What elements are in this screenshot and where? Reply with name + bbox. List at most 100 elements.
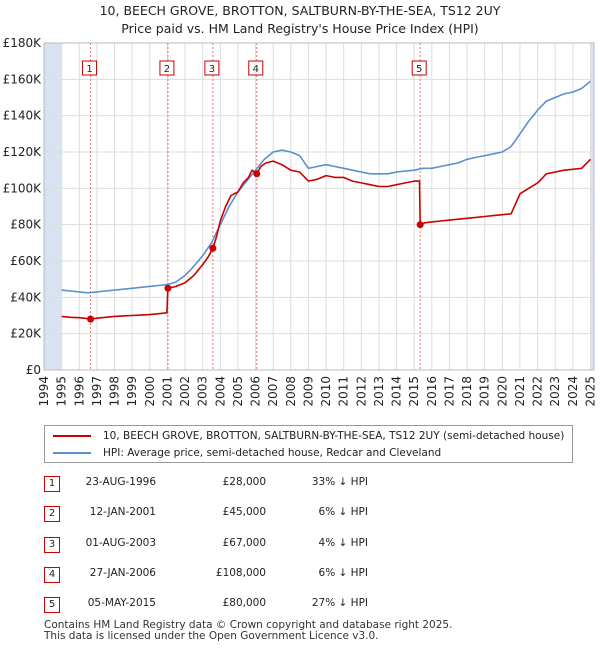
sale-number-badge: 1 xyxy=(44,476,60,492)
property-series-line xyxy=(61,158,592,320)
sale-hpi-diff: 27% ↓ HPI xyxy=(311,597,368,609)
sale-label-box xyxy=(159,60,175,76)
x-tick-label: 2015 xyxy=(407,376,421,407)
sale-date: 23-AUG-1996 xyxy=(85,476,156,488)
hpi-series-line xyxy=(61,80,592,294)
legend-label-hpi: HPI: Average price, semi-detached house,… xyxy=(103,447,442,459)
x-tick-label: 2022 xyxy=(531,376,545,407)
x-tick-label: 2020 xyxy=(495,376,509,407)
x-tick-label: 2007 xyxy=(266,376,280,407)
y-tick-label: £100K xyxy=(3,181,43,195)
x-tick-label: 2009 xyxy=(301,376,315,407)
x-tick-label: 1994 xyxy=(37,376,51,407)
legend-swatch-property xyxy=(53,435,91,437)
y-tick-label: £20K xyxy=(10,327,42,341)
x-tick-label: 2003 xyxy=(196,376,210,407)
y-tick-label: £120K xyxy=(3,145,43,159)
sale-label-text: 4 xyxy=(253,64,259,75)
x-tick-label: 2016 xyxy=(425,376,439,407)
x-tick-label: 1997 xyxy=(90,376,104,407)
shaded-region-before-data xyxy=(44,43,62,370)
y-tick-label: £180K xyxy=(3,36,43,50)
x-tick-label: 2000 xyxy=(143,376,157,407)
shaded-region-after-data xyxy=(590,43,594,370)
sale-label-box xyxy=(248,60,264,76)
sale-price: £45,000 xyxy=(222,506,266,518)
sale-price: £108,000 xyxy=(215,567,266,579)
x-tick-label: 1998 xyxy=(108,376,122,407)
sale-price: £67,000 xyxy=(222,537,266,549)
sale-label-text: 1 xyxy=(86,64,92,75)
table-row: 5 05-MAY-2015 £80,000 27% ↓ HPI xyxy=(0,597,600,617)
sale-price: £28,000 xyxy=(222,476,266,488)
sale-point xyxy=(87,315,95,323)
sale-label-box xyxy=(411,60,427,76)
y-tick-label: £80K xyxy=(10,218,42,232)
chart-subtitle: Price paid vs. HM Land Registry's House … xyxy=(121,21,479,36)
sale-label-text: 2 xyxy=(164,64,170,75)
y-tick-label: £40K xyxy=(10,290,42,304)
x-tick-label: 2023 xyxy=(548,376,562,407)
sale-date: 12-JAN-2001 xyxy=(89,506,156,518)
y-tick-label: £0 xyxy=(26,363,41,377)
x-tick-label: 2002 xyxy=(178,376,192,407)
sale-date: 01-AUG-2003 xyxy=(85,537,156,549)
table-row: 3 01-AUG-2003 £67,000 4% ↓ HPI xyxy=(0,537,600,557)
x-tick-label: 2018 xyxy=(460,376,474,407)
x-tick-label: 2024 xyxy=(566,376,580,407)
x-tick-label: 2010 xyxy=(319,376,333,407)
sale-date: 27-JAN-2006 xyxy=(89,567,156,579)
legend-label-property: 10, BEECH GROVE, BROTTON, SALTBURN-BY-TH… xyxy=(103,430,565,442)
y-tick-label: £160K xyxy=(3,72,43,86)
chart-title: 10, BEECH GROVE, BROTTON, SALTBURN-BY-TH… xyxy=(99,3,501,18)
table-row: 4 27-JAN-2006 £108,000 6% ↓ HPI xyxy=(0,567,600,587)
footer-attribution: Contains HM Land Registry data © Crown c… xyxy=(44,620,452,642)
sale-label-text: 5 xyxy=(416,64,422,75)
sale-date: 05-MAY-2015 xyxy=(87,597,156,609)
table-row: 2 12-JAN-2001 £45,000 6% ↓ HPI xyxy=(0,506,600,526)
chart-legend: 10, BEECH GROVE, BROTTON, SALTBURN-BY-TH… xyxy=(44,425,573,463)
price-chart: 1 2 3 4 5 £0 £20K £40K £60K £80K £100K £120K £140K £1… xyxy=(3,36,598,407)
x-tick-label: 1999 xyxy=(125,376,139,407)
x-tick-label: 2011 xyxy=(337,376,351,407)
x-tick-label: 2008 xyxy=(284,376,298,407)
footer-line-copyright: Contains HM Land Registry data © Crown c… xyxy=(44,619,453,631)
x-tick-label: 2021 xyxy=(513,376,527,407)
x-tick-label: 1996 xyxy=(72,376,86,407)
sale-label-box xyxy=(82,60,98,76)
sale-point xyxy=(209,244,217,252)
table-row: 1 23-AUG-1996 £28,000 33% ↓ HPI xyxy=(0,476,600,496)
sale-point xyxy=(253,170,261,178)
sale-point xyxy=(416,221,424,229)
x-tick-label: 2025 xyxy=(583,376,597,407)
sale-point xyxy=(164,284,172,292)
sale-label-box xyxy=(204,60,220,76)
footer-line-licence: This data is licensed under the Open Gov… xyxy=(44,630,379,642)
sale-hpi-diff: 6% ↓ HPI xyxy=(318,506,368,518)
sale-number-badge: 4 xyxy=(44,567,60,583)
legend-item-property: 10, BEECH GROVE, BROTTON, SALTBURN-BY-TH… xyxy=(53,428,564,444)
x-tick-label: 2014 xyxy=(390,376,404,407)
x-tick-label: 2013 xyxy=(372,376,386,407)
x-tick-label: 2019 xyxy=(478,376,492,407)
sale-number-badge: 5 xyxy=(44,597,60,613)
plot-background xyxy=(44,43,594,370)
sale-hpi-diff: 6% ↓ HPI xyxy=(318,567,368,579)
legend-swatch-hpi xyxy=(53,452,91,454)
x-tick-label: 2012 xyxy=(354,376,368,407)
sale-label-text: 3 xyxy=(209,64,215,75)
sale-number-badge: 3 xyxy=(44,537,60,553)
x-tick-label: 1995 xyxy=(55,376,69,407)
x-tick-label: 2004 xyxy=(213,376,227,407)
sale-hpi-diff: 33% ↓ HPI xyxy=(311,476,368,488)
legend-item-hpi: HPI: Average price, semi-detached house,… xyxy=(53,445,441,461)
y-tick-label: £60K xyxy=(10,254,42,268)
x-tick-label: 2017 xyxy=(442,376,456,407)
sale-number-badge: 2 xyxy=(44,506,60,522)
sale-hpi-diff: 4% ↓ HPI xyxy=(318,537,368,549)
x-tick-label: 2005 xyxy=(231,376,245,407)
sale-price: £80,000 xyxy=(222,597,266,609)
plot-frame xyxy=(43,42,595,371)
x-tick-label: 2006 xyxy=(249,376,263,407)
x-tick-label: 2001 xyxy=(160,376,174,407)
